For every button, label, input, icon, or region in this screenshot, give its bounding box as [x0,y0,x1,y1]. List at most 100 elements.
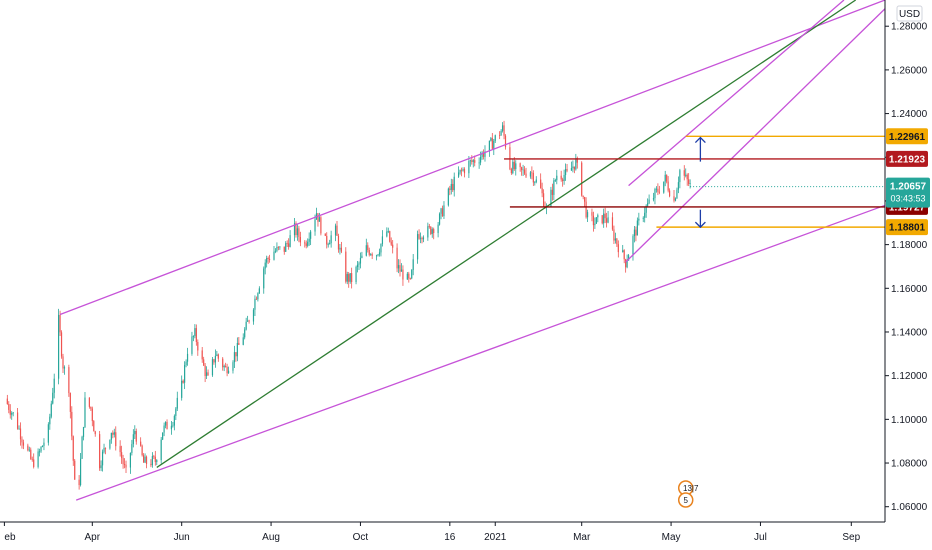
candle-body [534,182,536,183]
candle-body [566,169,568,171]
candle-body [142,455,145,463]
trend-line-3[interactable] [156,0,857,468]
candle-body [18,428,20,430]
candle-body [679,170,681,183]
candle-body [41,445,44,447]
candle-body [428,226,430,228]
candle-body [666,174,668,182]
event-badge-icon[interactable] [677,492,694,508]
candle-body [84,397,86,428]
candle-body [238,342,240,345]
candle-body [370,254,372,256]
x-tick-label: Oct [353,532,369,543]
candle-body [418,234,420,239]
candle-body [378,252,381,255]
candle-body [28,449,30,451]
candle-body [201,350,203,360]
candle-body [339,247,341,250]
candle-body [519,163,521,168]
current-price-tag [886,177,930,208]
candle-body [329,243,331,245]
candle-body [377,254,379,256]
candle-body [361,255,363,258]
candle-body [513,161,515,170]
candle-body [387,231,389,232]
y-tick-label: 1.14000 [891,327,928,338]
candle-body [345,251,347,282]
candle-body [356,264,359,267]
trend-line-2[interactable] [75,204,886,501]
trend-line-4[interactable] [628,0,845,187]
candle-body [119,446,121,453]
candle-body [135,431,137,442]
candle-body [351,273,353,282]
candle-body [276,246,278,251]
candle-body [399,265,401,272]
candle-body [295,223,297,236]
candle-body [422,237,425,240]
candle-body [141,445,143,456]
trend-line-1[interactable] [59,0,886,316]
candle-body [531,172,533,174]
candle-body [242,337,244,345]
candle-body [493,140,495,149]
current-price-label: 1.20657 [890,182,927,193]
candle-body [416,234,419,260]
price-axis[interactable]: USD 1.06000 1.08000 1.10000 1.12000 1.14000 1… [884,0,932,522]
candle-body [151,456,153,466]
candle-body [515,163,517,170]
candle-body [543,193,545,207]
y-tick-label: 1.28000 [891,22,928,33]
candle-body [12,412,14,414]
candle-body [688,179,690,184]
candle-body [689,183,691,184]
candle-body [673,196,675,201]
candle-body [604,213,606,219]
price-tag-label: 1.21923 [889,154,926,165]
candle-body [657,188,659,192]
candle-body [336,225,338,236]
candle-body [99,434,101,469]
candle-body [449,188,451,190]
candle-body [22,442,25,446]
candle-body [205,372,208,376]
candle-body [304,242,306,244]
candle-body [115,432,117,447]
candle-body [365,245,367,256]
candle-body [285,243,287,252]
candle-body [642,217,644,219]
candle-body [459,169,461,173]
x-tick-label: Sep [842,532,860,543]
candle-body [195,328,197,343]
candle-body [100,465,102,469]
event-badge-label: 13|7 [683,484,699,493]
candle-body [192,336,195,337]
currency-label-box[interactable] [896,5,923,22]
candle-body [523,169,526,174]
countdown-label: 03:43:53 [890,194,925,204]
candle-body [150,463,152,466]
candle-body [447,188,449,206]
candle-body [540,179,542,189]
candle-body [606,218,608,223]
candle-body [109,439,111,449]
candle-body [441,208,444,217]
candle-body [532,172,534,183]
candle-body [69,393,71,412]
candle-body [437,224,439,234]
candle-body [129,452,132,468]
trend-line-5[interactable] [625,8,886,263]
price-tags-layer: 1.22961 1.21923 1.19727 1.18801 1.2065703:43… [690,128,930,236]
candle-body [560,175,562,180]
candle-body [104,447,107,449]
candle-body [452,184,454,191]
candle-body [266,258,268,263]
candle-body [556,175,558,181]
candle-body [655,188,658,190]
candle-body [53,378,55,393]
candle-body [144,456,146,463]
candle-body [400,269,403,272]
candle-body [334,225,337,236]
time-axis[interactable]: eb Apr Jun Aug Oct 16 2021 Mar May Jul Sep [0,521,885,543]
